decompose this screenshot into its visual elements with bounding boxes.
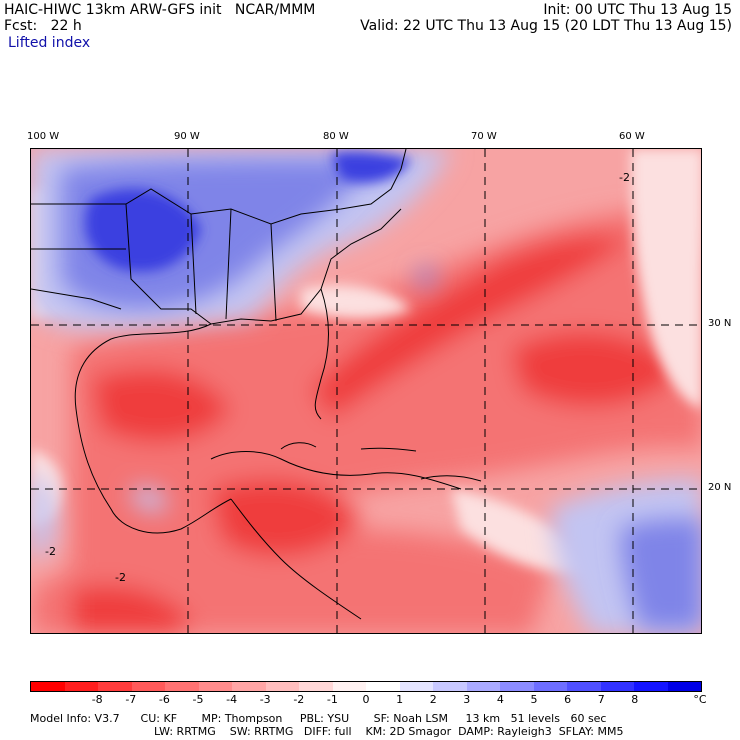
colorbar-tick-label: 5: [530, 693, 538, 706]
colorbar-swatch: [232, 682, 266, 691]
colorbar-swatch: [500, 682, 534, 691]
colorbar-swatch: [433, 682, 467, 691]
lat-label-20n: 20 N: [708, 482, 732, 493]
colorbar-swatch: [366, 682, 400, 691]
colorbar-swatch: [265, 682, 299, 691]
contour-label: -2: [115, 571, 126, 584]
forecast-hour: Fcst: 22 h: [4, 18, 82, 34]
colorbar-tick-label: -1: [326, 693, 338, 706]
colorbar-swatch: [533, 682, 567, 691]
contour-label: -2: [619, 171, 630, 184]
colorbar-swatch: [466, 682, 500, 691]
colorbar-tick-label: -8: [91, 693, 103, 706]
model-info-line1: Model Info: V3.7 CU: KF MP: Thompson PBL…: [30, 712, 607, 725]
strong-stable-regions: [85, 151, 411, 272]
coastlines: [31, 149, 482, 620]
colorbar-tick-label: 2: [429, 693, 437, 706]
colorbar-swatch: [198, 682, 232, 691]
colorbar-tick-label: -5: [192, 693, 204, 706]
init-time: Init: 00 UTC Thu 13 Aug 15: [543, 2, 732, 18]
lon-label-90w: 90 W: [174, 131, 200, 142]
colorbar-swatch: [64, 682, 98, 691]
colorbar-tick-label: 0: [362, 693, 370, 706]
colorbar-swatch: [567, 682, 601, 691]
colorbar-swatch: [600, 682, 634, 691]
colorbar-tick-label: 8: [631, 693, 639, 706]
model-info-line2: LW: RRTMG SW: RRTMG DIFF: full KM: 2D Sm…: [154, 725, 624, 738]
lon-label-70w: 70 W: [471, 131, 497, 142]
colorbar-swatch: [165, 682, 199, 691]
colorbar-swatch: [299, 682, 333, 691]
lon-label-100w: 100 W: [27, 131, 60, 142]
colorbar-tick-label: 4: [496, 693, 504, 706]
colorbar-tick-label: 1: [396, 693, 404, 706]
valid-time: Valid: 22 UTC Thu 13 Aug 15 (20 LDT Thu …: [360, 18, 732, 34]
colorbar-swatch: [332, 682, 366, 691]
colorbar-ticks: -8 -7 -6 -5 -4 -3 -2 -1 0 1 2 3 4 5 6 7 8 °C: [30, 693, 707, 708]
colorbar-swatch: [31, 682, 65, 691]
colorbar-tick-label: 6: [564, 693, 572, 706]
colorbar-tick-label: -3: [259, 693, 271, 706]
lon-label-60w: 60 W: [619, 131, 645, 142]
colorbar-tick-label: -4: [226, 693, 238, 706]
colorbar-tick-label: -7: [125, 693, 137, 706]
colorbar-swatch: [131, 682, 165, 691]
colorbar-swatch: [634, 682, 668, 691]
colorbar: [30, 681, 702, 692]
lon-label-80w: 80 W: [323, 131, 349, 142]
colorbar-tick-label: 3: [463, 693, 471, 706]
colorbar-tick-label: 7: [597, 693, 605, 706]
colorbar-tick-label: -6: [158, 693, 170, 706]
colorbar-swatch: [98, 682, 132, 691]
unstable-regions: [31, 209, 701, 633]
contour-label: -2: [45, 545, 56, 558]
field-name: Lifted index: [8, 35, 91, 51]
colorbar-tick-label: -2: [293, 693, 305, 706]
model-title: HAIC-HIWC 13km ARW-GFS init NCAR/MMM: [4, 2, 316, 18]
map-canvas: -2 -2 -2: [31, 149, 701, 633]
lat-label-30n: 30 N: [708, 318, 732, 329]
colorbar-swatch: [667, 682, 701, 691]
colorbar-swatch: [399, 682, 433, 691]
colorbar-unit: °C: [693, 693, 707, 706]
latlon-grid: [31, 149, 701, 633]
lifted-index-map: -2 -2 -2: [30, 148, 702, 634]
